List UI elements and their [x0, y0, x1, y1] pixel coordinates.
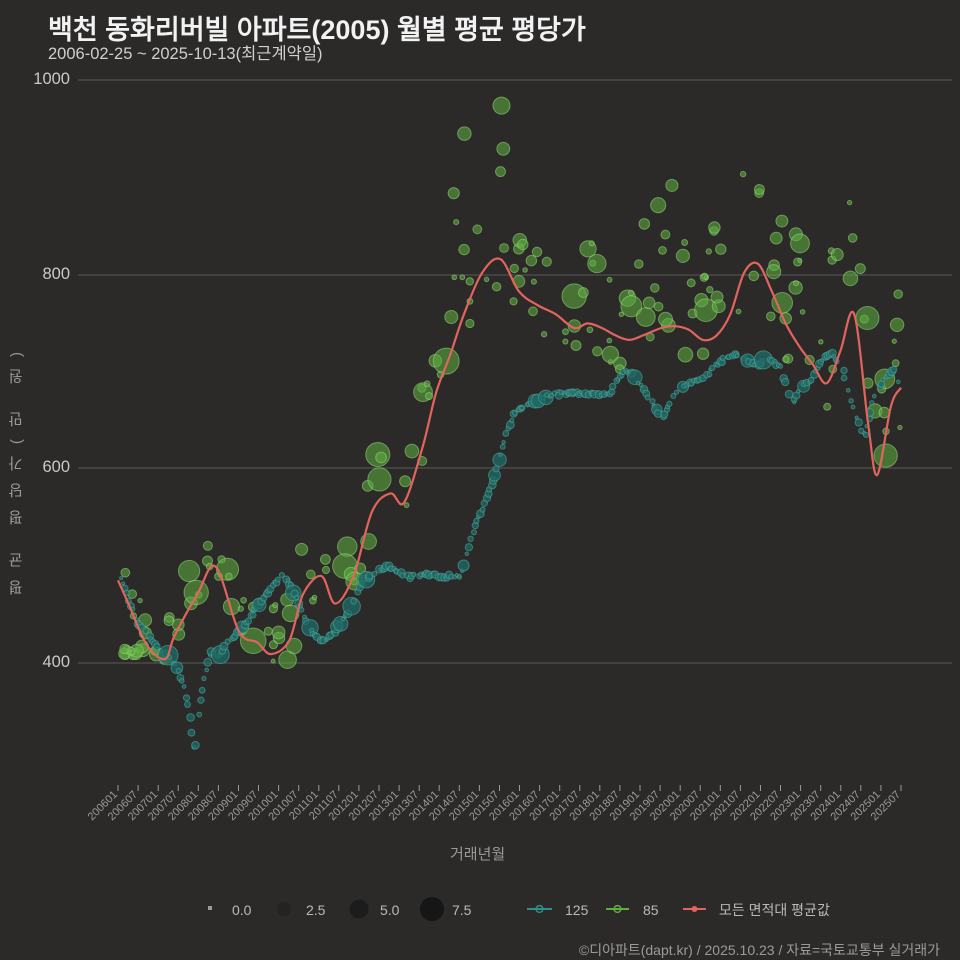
- svg-text:2.5: 2.5: [306, 902, 326, 918]
- svg-text:0.0: 0.0: [232, 902, 252, 918]
- svg-text:5.0: 5.0: [380, 902, 400, 918]
- svg-text:모든 면적대 평균값: 모든 면적대 평균값: [719, 902, 830, 918]
- svg-text:7.5: 7.5: [452, 902, 472, 918]
- svg-text:85: 85: [643, 902, 659, 918]
- svg-text:125: 125: [565, 902, 589, 918]
